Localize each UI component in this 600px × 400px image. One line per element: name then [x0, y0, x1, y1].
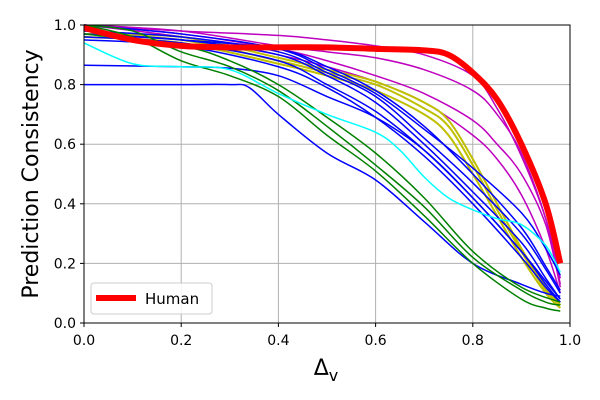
- series-line-magenta-1: [83, 24, 562, 279]
- series-line-blue-3: [83, 33, 561, 300]
- y-tick-label: 0.4: [54, 197, 76, 213]
- plot-frame: [83, 24, 571, 324]
- y-tick-label: 0.6: [54, 137, 76, 153]
- series-line-magenta-2: [83, 24, 562, 285]
- legend-box: [90, 282, 213, 315]
- series-line-blue-1: [83, 24, 561, 276]
- series-line-green-2: [83, 24, 561, 306]
- series-line-human: [83, 25, 564, 265]
- series-line-cyan-1: [83, 42, 561, 273]
- x-axis-label-main: Δ: [314, 356, 329, 381]
- x-tick-label: 0.4: [267, 333, 289, 349]
- series-line-green-3: [83, 33, 561, 303]
- y-tick-label: 0.0: [54, 316, 76, 332]
- x-tick-label: 0.0: [73, 333, 95, 349]
- x-tick-label: 0.2: [170, 333, 192, 349]
- series-line-blue-2: [83, 30, 561, 294]
- x-axis-label: Δv: [314, 356, 339, 385]
- ticks: 0.0 0.2 0.4 0.6 0.8 1.0 0.0 0.2 0.4 0.6 0.8 1.0: [54, 18, 581, 349]
- x-axis-label-subscript: v: [329, 366, 338, 385]
- x-tick-label: 0.6: [364, 333, 386, 349]
- y-axis-label: Prediction Consistency: [19, 49, 44, 298]
- legend-label-human: Human: [145, 290, 199, 308]
- series-lines: [83, 24, 564, 312]
- y-tick-label: 1.0: [54, 18, 76, 34]
- series-line-blue-6: [83, 33, 561, 291]
- series-line-blue-8: [84, 83, 561, 297]
- series-line-green-1: [83, 24, 561, 312]
- x-tick-label: 0.8: [462, 333, 484, 349]
- y-tick-label: 0.8: [54, 78, 76, 94]
- series-line-blue-5: [83, 39, 561, 303]
- x-tick-label: 1.0: [559, 333, 581, 349]
- y-tick-label: 0.2: [54, 256, 76, 272]
- legend: Human: [90, 282, 213, 315]
